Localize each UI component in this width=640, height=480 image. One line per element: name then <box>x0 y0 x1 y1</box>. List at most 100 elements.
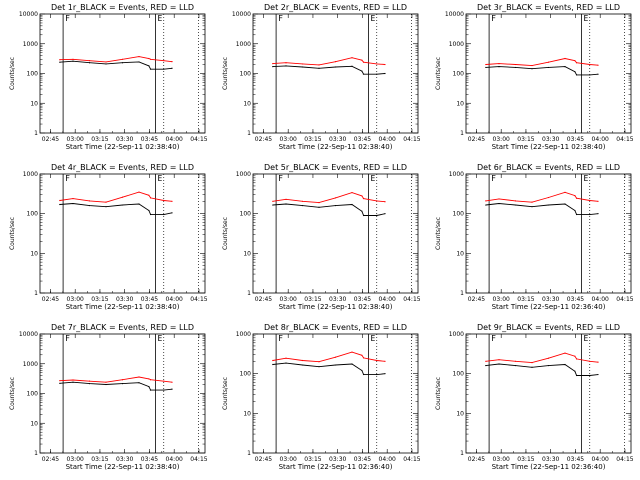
y-tick-label: 1 <box>460 130 464 137</box>
y-tick-label: 1000 <box>449 331 464 338</box>
events-data-point <box>301 364 304 366</box>
lld-data-point <box>149 58 152 60</box>
x-tick-label: 02:45 <box>468 456 485 463</box>
time-marker-label: F <box>278 14 283 23</box>
y-axis-label: Counts/sec <box>435 57 442 90</box>
x-tick-label: 03:15 <box>517 456 534 463</box>
events-series-line <box>485 203 599 216</box>
x-tick-label: 03:00 <box>493 136 510 143</box>
lld-data-point <box>574 60 576 62</box>
x-tick-label: 03:30 <box>116 136 133 143</box>
time-marker-label: E <box>371 174 376 183</box>
lld-data-point <box>301 63 304 65</box>
time-marker-label: F <box>491 174 496 183</box>
events-data-point <box>163 213 165 216</box>
x-axis-label: Start Time (22-Sep-11 02:38:40) <box>279 303 393 311</box>
y-tick-label: 1 <box>34 450 38 457</box>
time-marker-label: E <box>158 14 163 23</box>
y-axis-label: Counts/sec <box>435 377 442 410</box>
events-data-point <box>531 206 533 208</box>
events-data-point <box>547 66 550 69</box>
events-data-point <box>59 61 61 63</box>
events-data-point <box>384 373 386 375</box>
x-tick-label: 04:00 <box>379 456 396 463</box>
x-tick-label: 03:30 <box>542 296 559 303</box>
events-data-point <box>138 61 140 63</box>
lld-data-point <box>547 196 550 199</box>
lld-data-point <box>301 359 304 362</box>
events-data-point <box>362 73 365 75</box>
events-data-point <box>138 382 140 384</box>
events-data-point <box>361 369 363 372</box>
lld-data-point <box>138 376 140 378</box>
x-tick-label: 04:00 <box>379 136 396 143</box>
plot-frame <box>39 173 206 294</box>
x-tick-label: 03:00 <box>493 296 510 303</box>
x-tick-label: 04:00 <box>166 296 183 303</box>
chart-svg: Det 7r_BLACK = Events, RED = LLD 1 10 100 10… <box>9 323 208 471</box>
x-tick-label: 04:00 <box>166 136 183 143</box>
lld-data-point <box>589 199 591 202</box>
events-data-point <box>376 73 378 75</box>
detector-panel-2: Det 2r_BLACK = Events, RED = LLD 1 10 100 10… <box>213 0 426 160</box>
events-data-point <box>575 374 578 377</box>
events-data-point <box>105 63 107 65</box>
y-tick-label: 1000 <box>23 361 38 368</box>
events-data-point <box>384 72 386 75</box>
lld-data-point <box>547 61 550 63</box>
lld-data-point <box>376 63 378 65</box>
y-tick-label: 10 <box>30 250 38 257</box>
y-tick-label: 1000 <box>236 41 251 48</box>
lld-data-point <box>105 381 107 383</box>
events-data-point <box>351 65 353 67</box>
events-data-point <box>351 203 353 206</box>
plot-frame <box>252 333 419 454</box>
lld-data-point <box>334 356 337 358</box>
y-tick-label: 1 <box>247 450 251 457</box>
time-marker-label: E <box>584 174 589 183</box>
x-tick-label: 02:45 <box>255 296 272 303</box>
events-data-point <box>318 206 320 208</box>
lld-data-point <box>514 200 517 202</box>
y-tick-label: 10000 <box>232 11 251 18</box>
lld-data-point <box>318 361 320 363</box>
lld-data-point <box>531 362 533 364</box>
events-data-point <box>514 66 517 69</box>
events-data-point <box>88 204 91 207</box>
events-series-line <box>59 381 173 391</box>
x-tick-label: 04:15 <box>616 296 633 303</box>
events-data-point <box>575 213 578 216</box>
x-tick-label: 02:45 <box>42 296 59 303</box>
x-tick-label: 02:45 <box>468 136 485 143</box>
lld-data-point <box>351 191 353 194</box>
events-data-point <box>531 68 533 70</box>
events-data-point <box>272 66 274 68</box>
events-data-point <box>88 383 91 385</box>
y-axis-label: Counts/sec <box>9 377 16 410</box>
x-tick-label: 04:15 <box>403 456 420 463</box>
x-tick-label: 03:30 <box>329 136 346 143</box>
lld-data-point <box>163 199 165 202</box>
events-data-point <box>148 386 150 388</box>
chart-title: Det 5r_BLACK = Events, RED = LLD <box>264 163 407 172</box>
lld-data-point <box>384 360 386 362</box>
lld-data-point <box>334 61 337 63</box>
events-data-point <box>59 203 61 206</box>
y-tick-label: 100 <box>453 211 465 218</box>
x-tick-label: 03:00 <box>67 136 84 143</box>
lld-data-point <box>149 379 152 381</box>
lld-data-point <box>362 61 365 63</box>
events-data-point <box>163 389 165 391</box>
events-series-line <box>272 362 386 376</box>
lld-data-point <box>361 354 363 356</box>
x-tick-label: 03:15 <box>91 456 108 463</box>
x-axis-label: Start Time (22-Sep-11 02:38:40) <box>492 143 606 151</box>
events-data-point <box>376 373 378 376</box>
chart-svg: Det 8r_BLACK = Events, RED = LLD 1 10 100 10… <box>222 323 421 471</box>
chart-svg: Det 3r_BLACK = Events, RED = LLD 1 10 100 10… <box>435 3 634 151</box>
x-tick-label: 04:00 <box>592 456 609 463</box>
y-axis-label: Counts/sec <box>222 57 229 90</box>
lld-data-point <box>597 200 599 202</box>
lld-data-point <box>171 381 173 383</box>
chart-svg: Det 9r_BLACK = Events, RED = LLD 1 10 100 10… <box>435 323 634 471</box>
